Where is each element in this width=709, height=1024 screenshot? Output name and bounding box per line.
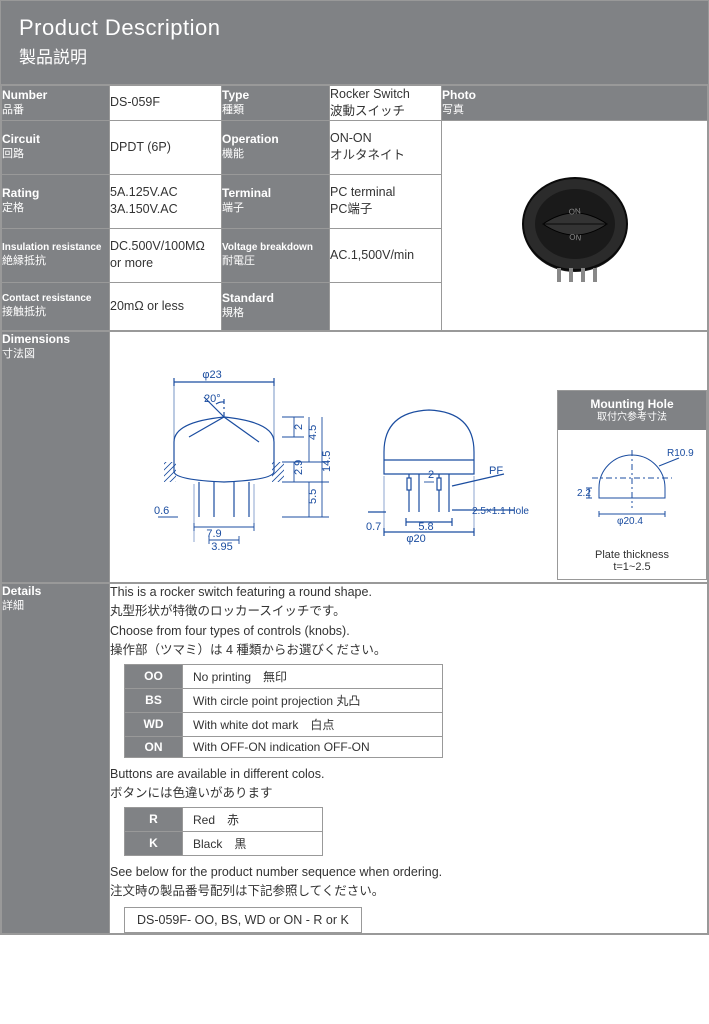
svg-text:ON: ON [568,232,581,242]
svg-text:2.5×1.1 Hole: 2.5×1.1 Hole [472,506,529,517]
details-p2-jp: 操作部（ツマミ）は 4 種類からお選びください。 [110,642,707,660]
spec-label-terminal: Terminal 端子 [222,174,330,228]
spec-label-number: Number 品番 [2,86,110,121]
svg-text:2.2: 2.2 [577,488,591,499]
spec-label-insulation: Insulation resistance 絶縁抵抗 [2,228,110,282]
spec-val-number: DS-059F [110,86,222,121]
spec-val-terminal: PC terminal PC端子 [330,174,442,228]
knob-desc: With circle point projection 丸凸 [183,688,443,712]
dimensions-section: Dimensions 寸法図 Mounting Hole 取付穴参考寸法 [1,331,708,583]
svg-text:20°: 20° [204,393,221,405]
svg-text:0.7: 0.7 [366,521,381,533]
details-p4-en: See below for the product number sequenc… [110,864,707,882]
svg-text:7.9: 7.9 [206,528,221,540]
details-section: Details 詳細 This is a rocker switch featu… [1,583,708,934]
page-title-en: Product Description [19,15,690,41]
svg-text:φ23: φ23 [202,369,221,381]
knob-code: BS [125,688,183,712]
details-p4-jp: 注文時の製品番号配列は下記参照してください。 [110,883,707,901]
spec-label-standard: Standard 規格 [222,282,330,330]
spec-label-circuit: Circuit 回路 [2,120,110,174]
details-p2-en: Choose from four types of controls (knob… [110,623,707,641]
details-body: This is a rocker switch featuring a roun… [110,583,708,933]
spec-label-voltage: Voltage breakdown 耐電圧 [222,228,330,282]
spec-val-standard [330,282,442,330]
spec-val-insulation: DC.500V/100MΩ or more [110,228,222,282]
mounting-hole-figure: 2.2 φ20.4 R10.9 [558,430,706,549]
svg-text:0.6: 0.6 [154,505,169,517]
spec-label-photo: Photo 写真 [442,86,708,121]
mounting-hole-box: Mounting Hole 取付穴参考寸法 [557,390,707,581]
color-table: R Red 赤 K Black 黒 [124,807,323,856]
spec-val-contact: 20mΩ or less [110,282,222,330]
details-p3-en: Buttons are available in different colos… [110,766,707,784]
knob-desc: With OFF-ON indication OFF-ON [183,736,443,757]
svg-text:14.5: 14.5 [321,450,333,471]
rocker-switch-icon: ON ON [505,154,645,294]
details-label: Details 詳細 [2,583,110,933]
svg-text:φ20: φ20 [406,533,425,545]
details-p3-jp: ボタンには色違いがあります [110,785,707,803]
spec-label-rating: Rating 定格 [2,174,110,228]
svg-text:5.8: 5.8 [418,521,433,533]
spec-val-voltage: AC.1,500V/min [330,228,442,282]
page-title-jp: 製品説明 [19,43,690,68]
svg-text:ON: ON [568,206,581,216]
knob-code: OO [125,664,183,688]
dimensions-body: Mounting Hole 取付穴参考寸法 [110,331,708,582]
svg-text:5.5: 5.5 [307,488,319,503]
svg-text:2.9: 2.9 [293,459,305,474]
header: Product Description 製品説明 [1,1,708,85]
svg-text:2: 2 [428,469,434,481]
spec-val-rating: 5A.125V.AC 3A.150V.AC [110,174,222,228]
knob-table: OO No printing 無印 BS With circle point p… [124,664,443,758]
knob-desc: With white dot mark 白点 [183,712,443,736]
spec-label-contact: Contact resistance 接触抵抗 [2,282,110,330]
spec-label-operation: Operation 機能 [222,120,330,174]
knob-desc: No printing 無印 [183,664,443,688]
mounting-hole-header: Mounting Hole 取付穴参考寸法 [558,391,706,431]
spec-table: Number 品番 DS-059F Type 種類 Rocker Switch … [1,85,708,331]
svg-text:R10.9: R10.9 [667,448,694,459]
mounting-hole-note: Plate thickness t=1~2.5 [558,549,706,579]
dimensions-label: Dimensions 寸法図 [2,331,110,582]
svg-text:4.5: 4.5 [307,424,319,439]
dimension-drawing: φ23 20° 0.6 7.9 3.95 2 4.5 2.9 14.5 5.5 [134,332,534,582]
product-photo: ON ON [442,120,708,330]
svg-text:PF: PF [489,465,503,477]
color-desc: Red 赤 [183,807,323,831]
svg-text:3.95: 3.95 [211,541,232,553]
color-desc: Black 黒 [183,831,323,855]
spec-val-circuit: DPDT (6P) [110,120,222,174]
spec-val-operation: ON-ON オルタネイト [330,120,442,174]
details-p1-en: This is a rocker switch featuring a roun… [110,584,707,602]
color-code: R [125,807,183,831]
spec-val-type: Rocker Switch 波動スイッチ [330,86,442,121]
svg-text:2: 2 [293,424,305,430]
details-p1-jp: 丸型形状が特徴のロッカースイッチです。 [110,603,707,621]
spec-label-type: Type 種類 [222,86,330,121]
svg-text:φ20.4: φ20.4 [617,516,643,527]
knob-code: WD [125,712,183,736]
product-sheet: Product Description 製品説明 Number 品番 DS-05… [0,0,709,935]
order-sequence: DS-059F- OO, BS, WD or ON - R or K [124,907,362,933]
knob-code: ON [125,736,183,757]
color-code: K [125,831,183,855]
